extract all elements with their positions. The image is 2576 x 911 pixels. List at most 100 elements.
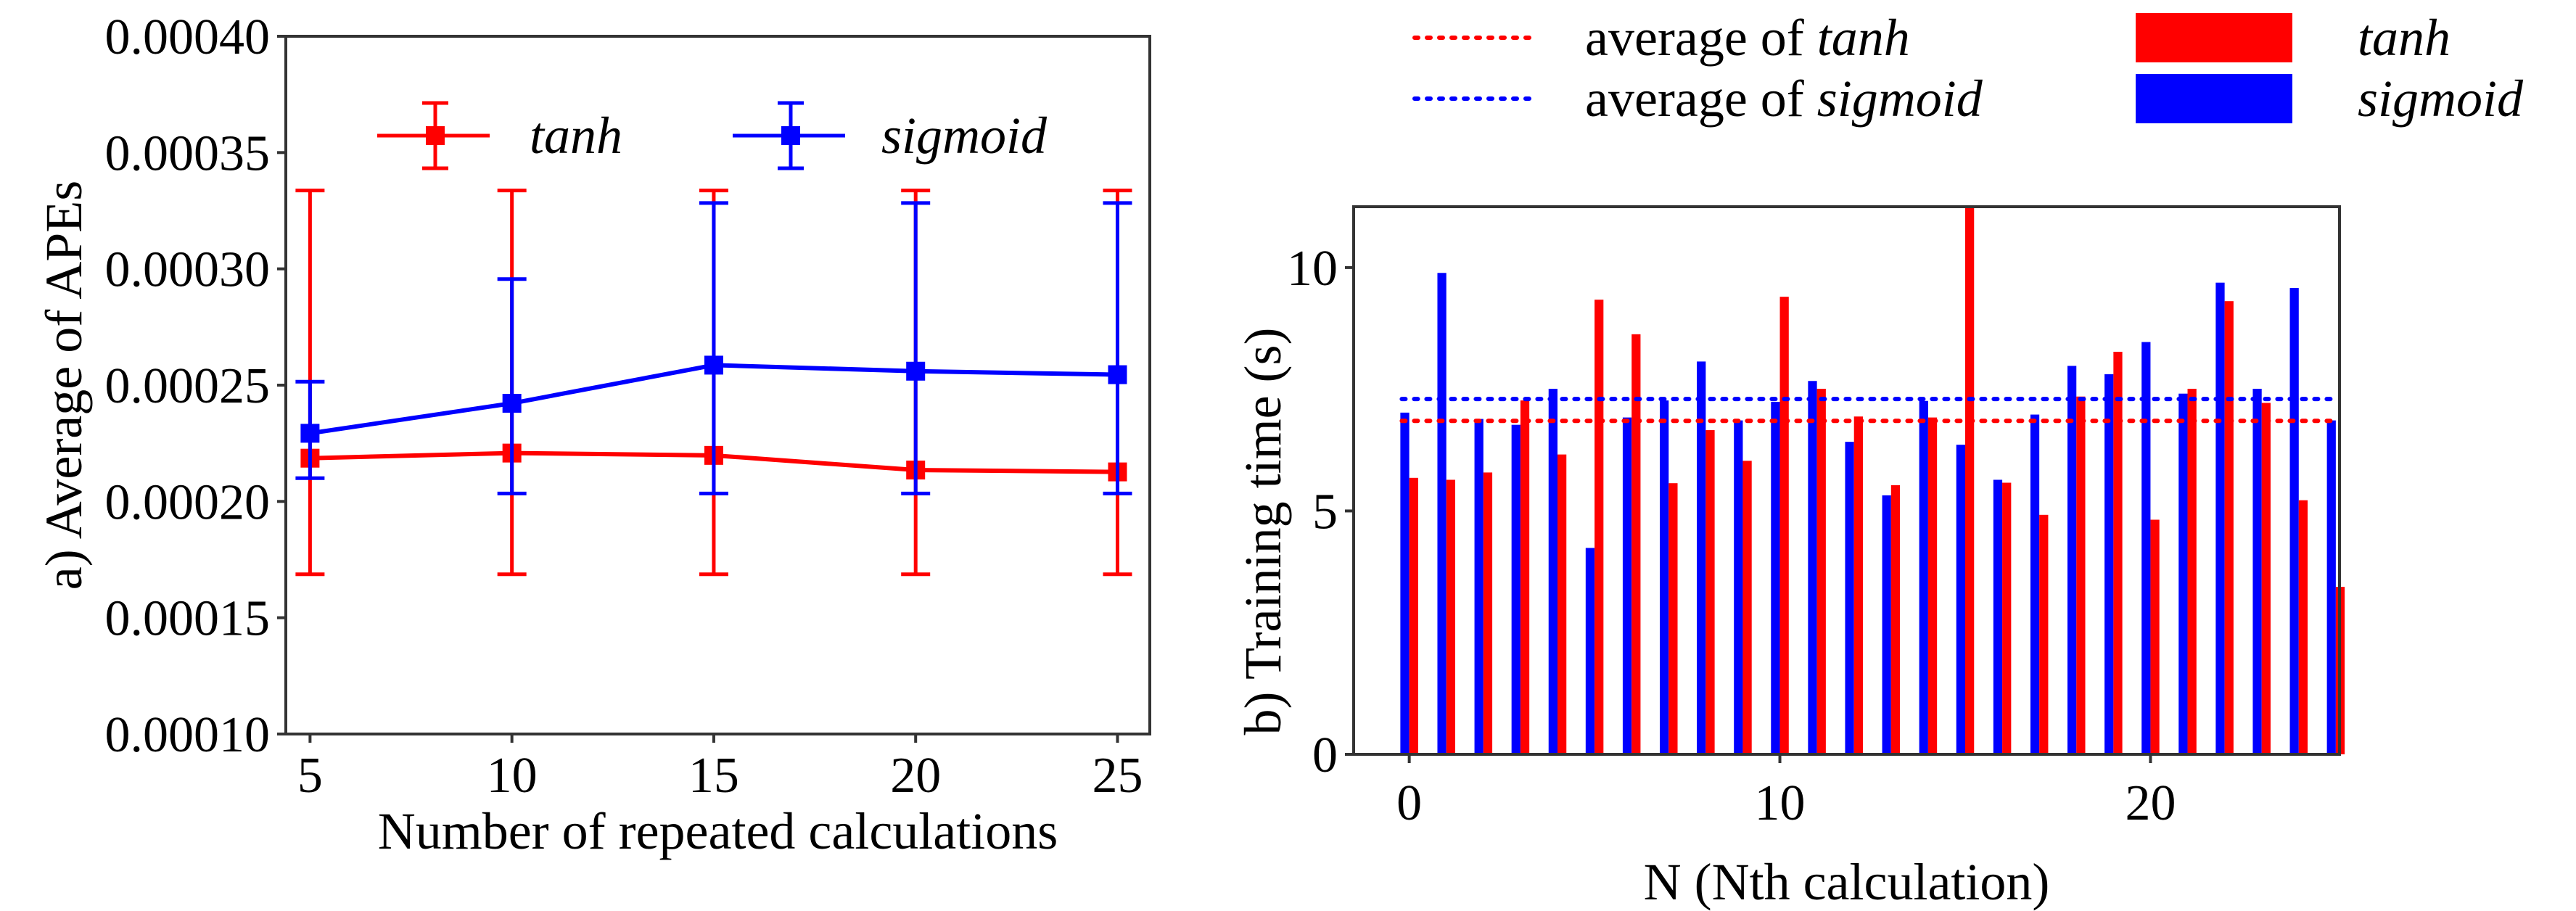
x-tick-label: 20: [890, 748, 941, 804]
y-axis-label: b) Training time (s): [1234, 327, 1292, 735]
bar-sigmoid: [2178, 393, 2188, 754]
bar-sigmoid: [1771, 402, 1780, 754]
legend-marker-sigmoid: [781, 126, 800, 145]
legend-label-sigmoid: sigmoid: [2358, 70, 2524, 128]
bar-sigmoid: [1622, 417, 1632, 754]
bar-tanh: [2187, 388, 2197, 754]
y-tick-label: 0.00025: [105, 358, 271, 414]
bar-tanh: [2002, 482, 2012, 754]
bar-tanh: [1890, 485, 1901, 754]
bar-tanh: [1816, 388, 1826, 754]
legend-average-name: tanh: [1817, 9, 1910, 67]
legend-label-tanh: tanh: [2358, 9, 2451, 67]
legend-label-tanh: tanh: [530, 107, 622, 165]
legend-patch-sigmoid: [2136, 74, 2292, 123]
x-tick-label: 10: [487, 748, 538, 804]
bars-sigmoid: [1400, 273, 2336, 755]
bar-sigmoid: [1660, 400, 1669, 754]
x-axis-label: Number of repeated calculations: [378, 802, 1058, 860]
bar-tanh: [1557, 454, 1567, 754]
y-tick-label: 0: [1312, 727, 1338, 783]
x-tick-label: 20: [2125, 775, 2176, 831]
bar-sigmoid: [2252, 388, 2262, 754]
bar-sigmoid: [1734, 420, 1743, 754]
legend-label-sigmoid: sigmoid: [881, 107, 1048, 165]
y-tick-label: 0.00020: [105, 474, 271, 530]
data-point-marker: [906, 361, 926, 381]
bar-sigmoid: [1956, 445, 1965, 754]
bar-tanh: [2039, 514, 2049, 754]
bar-sigmoid: [2104, 374, 2114, 754]
bar-sigmoid: [2141, 342, 2151, 755]
legend-average-prefix: average of: [1585, 9, 1817, 67]
bar-tanh: [2224, 301, 2234, 754]
bar-tanh: [1927, 417, 1938, 754]
bar-sigmoid: [1511, 424, 1521, 754]
bar-sigmoid: [1882, 495, 1891, 754]
bar-sigmoid: [2030, 414, 2040, 754]
bar-sigmoid: [2289, 288, 2299, 754]
x-tick-label: 5: [297, 748, 323, 804]
legend-average-name: sigmoid: [1817, 70, 1983, 128]
legend-average-prefix: average of: [1585, 70, 1817, 128]
y-tick-label: 5: [1312, 484, 1338, 540]
data-point-marker: [1108, 365, 1127, 384]
bar-sigmoid: [2326, 420, 2336, 754]
bar-tanh: [2261, 403, 2271, 754]
y-tick-label: 0.00030: [105, 242, 271, 298]
bar-tanh: [1631, 334, 1641, 754]
y-tick-label: 0.00015: [105, 591, 271, 647]
x-axis-label: N (Nth calculation): [1644, 853, 2050, 911]
bar-tanh: [2076, 396, 2086, 754]
bar-tanh: [1446, 479, 1455, 754]
y-axis-label: a) Average of APEs: [35, 181, 93, 590]
bar-tanh: [1483, 472, 1493, 754]
bar-tanh: [2113, 351, 2123, 755]
bar-sigmoid: [2215, 282, 2225, 754]
x-tick-label: 25: [1092, 748, 1143, 804]
bar-sigmoid: [1845, 442, 1854, 754]
y-tick-label: 0.00010: [105, 707, 271, 763]
bar-tanh: [2298, 500, 2308, 754]
data-point-marker: [300, 424, 320, 443]
bar-tanh: [1853, 416, 1863, 754]
x-tick-label: 0: [1396, 775, 1422, 831]
bar-tanh: [1705, 430, 1715, 754]
bar-sigmoid: [1993, 479, 2003, 754]
data-point-marker: [502, 394, 522, 413]
bars-tanh: [1409, 207, 2345, 755]
bar-tanh: [1520, 400, 1530, 754]
bar-tanh: [1742, 461, 1752, 754]
y-tick-label: 0.00035: [105, 125, 271, 181]
bar-sigmoid: [1400, 412, 1410, 754]
bar-sigmoid: [1437, 273, 1447, 754]
bar-tanh: [1668, 483, 1678, 754]
legend: tanh sigmoid: [377, 101, 1048, 170]
bar-sigmoid: [1808, 381, 1817, 754]
bar-sigmoid: [1548, 388, 1557, 754]
x-tick-label: 10: [1755, 775, 1806, 831]
y-tick-label: 10: [1287, 241, 1338, 297]
series-sigmoid: [295, 201, 1132, 495]
bar-tanh: [1594, 300, 1604, 754]
bar-sigmoid: [1697, 361, 1706, 754]
legend-average-label-sigmoid: average of sigmoid: [1585, 70, 1983, 128]
right-panel-training-time-chart: 0 5 10 0 10 20 N (Nth calculation) b) Training …: [1234, 9, 2524, 911]
data-point-marker: [704, 355, 723, 375]
legend-marker-tanh: [426, 126, 445, 145]
bar-sigmoid: [1474, 419, 1484, 754]
x-tick-label: 15: [688, 748, 739, 804]
bar-tanh: [2150, 519, 2160, 754]
bar-tanh: [1964, 207, 1975, 754]
left-panel-apes-chart: 0.00010 0.00015 0.00020 0.00025 0.00030 0.000…: [35, 9, 1151, 860]
bar-sigmoid: [2067, 366, 2077, 754]
bar-sigmoid: [1585, 548, 1595, 754]
y-tick-label: 0.00040: [105, 9, 271, 65]
legend-average-label-tanh: average of tanh: [1585, 9, 1910, 67]
bar-tanh: [1409, 477, 1418, 754]
bar-tanh: [1779, 297, 1789, 755]
bar-sigmoid: [1919, 400, 1928, 754]
axes-frame: [1352, 205, 2341, 756]
